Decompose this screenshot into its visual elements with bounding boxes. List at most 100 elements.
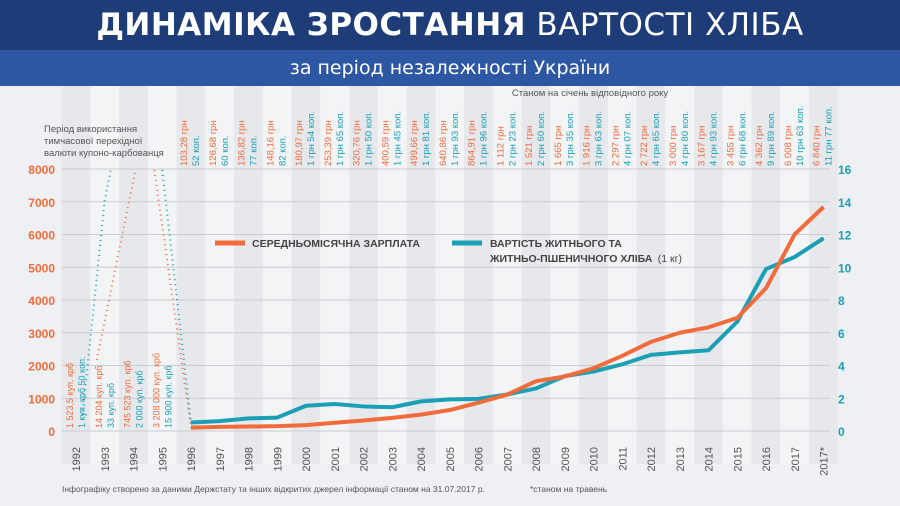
salary-label: 745 523 куп. крб: [123, 360, 133, 428]
bread-line-point: [276, 417, 278, 419]
bread-line-point: [593, 371, 594, 373]
salary-label: 148,16 грн: [265, 120, 276, 166]
legend-bread: ВАРТІСТЬ ЖИТНЬОГО ТА: [490, 238, 622, 250]
x-axis-tick: 2008: [531, 447, 543, 471]
bread-label: 9 грн 89 коп.: [766, 111, 777, 166]
left-axis-tick: 7000: [28, 196, 55, 210]
salary-line-point: [334, 422, 336, 424]
salary-label: 1 665 грн: [553, 126, 564, 166]
salary-label: 3 208 000 куп. крб: [151, 353, 161, 428]
left-axis-tick: 5000: [28, 261, 55, 275]
right-axis-tick: 0: [838, 425, 845, 439]
x-axis-tick: 1997: [215, 447, 227, 471]
salary-line-point: [248, 426, 249, 428]
left-axis-tick: 8000: [28, 163, 55, 177]
year-column: [320, 86, 350, 464]
salary-label: 6 840 грн: [812, 126, 823, 166]
bread-label: 2 грн 23 коп.: [507, 111, 518, 166]
x-axis-tick: 2002: [359, 447, 371, 471]
x-axis-tick: 1995: [157, 447, 169, 471]
salary-line-point: [765, 287, 767, 289]
x-axis-tick: 2007: [502, 447, 514, 471]
salary-label: 864,91 грн: [467, 120, 478, 166]
x-axis-tick: 1998: [244, 447, 256, 471]
bread-line-point: [621, 363, 623, 365]
salary-label: 103,28 грн: [179, 120, 190, 166]
bread-label: 4 грн 07 коп.: [622, 111, 633, 166]
right-axis-tick: 12: [838, 229, 852, 243]
salary-line-point: [506, 394, 508, 396]
x-axis-tick: 1999: [272, 447, 284, 471]
year-column: [751, 86, 781, 464]
year-column: [119, 86, 148, 464]
bread-line-point: [650, 354, 652, 356]
salary-line-point: [190, 427, 192, 429]
right-axis-tick: 10: [838, 261, 852, 275]
year-column: [349, 86, 378, 464]
salary-line-point: [305, 424, 307, 426]
salary-line-point: [650, 341, 652, 343]
year-column: [205, 86, 235, 464]
x-axis-tick: 2017*: [819, 446, 831, 475]
salary-label: 3 455 грн: [725, 126, 736, 166]
x-axis-tick: 1992: [71, 447, 83, 471]
footer-source: Інфографіку створено за даними Держстату…: [62, 484, 485, 494]
salary-line-point: [478, 402, 479, 404]
salary-label: 400,59 грн: [380, 120, 391, 166]
coupon-note: валюти купоно-карбованця: [44, 148, 164, 159]
salary-label: 499,66 грн: [409, 120, 420, 166]
salary-label: 180,97 грн: [294, 120, 305, 166]
header: ДИНАМІКА ЗРОСТАННЯ ВАРТОСТІ ХЛІБА за пер…: [0, 0, 900, 86]
bread-label: 4 грн 65 коп.: [651, 111, 662, 166]
x-axis-tick: 2005: [445, 447, 457, 471]
salary-label: 2 722 грн: [639, 126, 650, 166]
bread-label: 52 коп.: [191, 135, 202, 166]
bread-line-point: [190, 421, 192, 423]
bread-label: 1 грн 93 коп.: [450, 111, 461, 166]
year-column: [722, 86, 752, 464]
right-axis-tick: 2: [838, 392, 845, 406]
year-column: [550, 86, 580, 464]
salary-label: 1 523,5 куп. крб: [65, 363, 75, 428]
salary-line-point: [708, 326, 709, 328]
x-axis-tick: 1996: [186, 447, 198, 471]
year-column: [377, 86, 407, 464]
bread-label: 60 коп.: [220, 135, 231, 166]
bread-label: 1 грн 65 коп.: [335, 111, 346, 166]
salary-label: 640,86 грн: [438, 120, 449, 166]
bread-label: 1 грн 81 коп.: [421, 111, 432, 166]
salary-label: 253,39 грн: [323, 120, 334, 166]
salary-label: 6 008 грн: [783, 126, 794, 166]
right-axis-tick: 8: [838, 294, 845, 308]
bread-label: 1 грн 54 коп.: [306, 111, 317, 166]
right-axis-tick: 16: [838, 163, 852, 177]
x-axis-tick: 2012: [646, 447, 658, 471]
salary-line-point: [679, 332, 681, 334]
bread-label: 3 грн 63 коп.: [594, 111, 605, 166]
year-column: [521, 86, 551, 464]
bread-line-point: [305, 405, 307, 407]
bread-label: 1 куп. крб 50 коп.: [77, 357, 87, 428]
bread-line-point: [708, 349, 709, 351]
x-axis-tick: 2006: [474, 447, 486, 471]
left-axis-tick: 3000: [28, 327, 55, 341]
year-column: [234, 86, 263, 464]
salary-label: 1 112 грн: [495, 126, 506, 166]
x-axis-tick: 2000: [301, 447, 313, 471]
bread-line-point: [420, 400, 422, 402]
date-note: Станом на січень відповідного року: [512, 88, 669, 99]
bread-label: 82 коп.: [277, 135, 288, 166]
bread-line-point: [794, 256, 796, 258]
salary-label: 1 521 грн: [524, 126, 535, 166]
bread-label: 33 куп. крб: [106, 383, 116, 428]
bread-line-point: [363, 405, 364, 407]
bread-line-point: [391, 406, 393, 408]
year-column: [147, 86, 177, 464]
salary-line-point: [276, 425, 278, 427]
x-axis-tick: 2003: [387, 447, 399, 471]
legend-bread: ЖИТНЬО-ПШЕНИЧНОГО ХЛІБА: [489, 253, 653, 265]
x-axis-tick: 2001: [330, 447, 342, 471]
year-column: [665, 86, 695, 464]
coupon-note: тимчасової перехідної: [44, 136, 143, 147]
